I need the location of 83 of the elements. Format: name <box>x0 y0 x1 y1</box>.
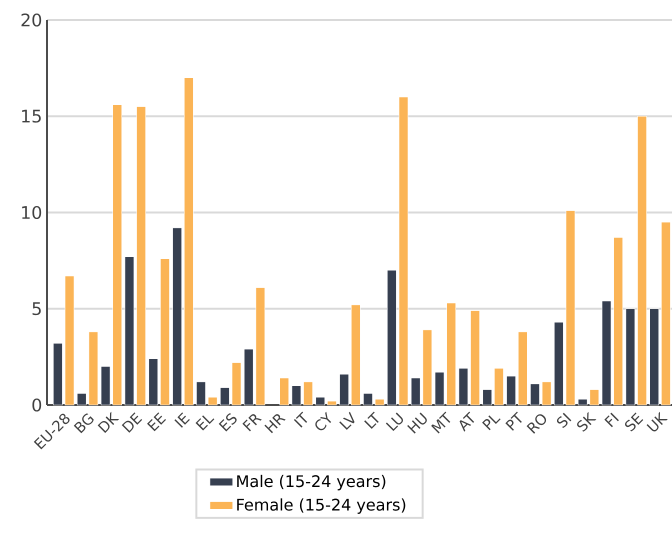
x-tick-label: PL <box>482 415 501 430</box>
bar <box>613 237 623 406</box>
x-tick-label: SK <box>577 412 596 432</box>
y-tick-label: 5 <box>32 302 41 316</box>
bar <box>637 116 647 406</box>
x-tick-label: SI <box>556 412 572 428</box>
x-tick-label: LV <box>339 412 355 430</box>
bar <box>554 322 564 406</box>
bar <box>506 376 516 406</box>
bar <box>626 308 636 406</box>
y-tick-label: 0 <box>32 398 42 412</box>
bar <box>208 397 218 406</box>
bar <box>316 397 326 406</box>
x-tick-label: EE <box>147 412 166 432</box>
bar <box>64 276 74 406</box>
bar <box>292 385 302 406</box>
bar <box>566 210 576 406</box>
bar <box>542 382 552 406</box>
x-tick-label: CY <box>315 412 332 430</box>
bar <box>410 378 420 406</box>
x-tick-label: PT <box>505 412 522 431</box>
bar <box>351 304 361 406</box>
bar <box>482 389 492 406</box>
bar <box>53 343 63 406</box>
bar <box>398 96 408 406</box>
bar <box>160 258 170 406</box>
bar <box>494 368 504 406</box>
x-tick-label: HU <box>407 412 427 434</box>
x-tick-label: FI <box>604 412 619 428</box>
x-tick-label: SE <box>625 412 644 432</box>
x-tick-label: UK <box>646 412 668 432</box>
x-tick-label: FR <box>242 414 262 432</box>
bar <box>100 366 110 406</box>
legend-label: Female (15-24 years) <box>237 498 406 514</box>
bar <box>303 382 313 406</box>
bar <box>232 362 242 406</box>
x-tick-label: MT <box>431 412 450 434</box>
y-tick-label: 15 <box>22 110 41 123</box>
x-tick-label: AT <box>460 412 474 432</box>
bar <box>184 77 194 406</box>
x-tick-label: DK <box>98 412 120 433</box>
bar <box>458 368 468 406</box>
bar <box>661 222 671 406</box>
bar <box>649 308 660 406</box>
bar <box>279 378 289 406</box>
bar <box>76 393 86 406</box>
bar <box>363 393 373 406</box>
bar <box>112 104 122 406</box>
x-tick-label: LU <box>386 412 403 432</box>
x-tick-label: LT <box>364 412 379 429</box>
bar <box>518 332 528 406</box>
bar <box>172 228 182 406</box>
x-tick-label: DE <box>122 412 142 433</box>
x-tick-label: EL <box>196 415 214 431</box>
bar <box>530 384 540 406</box>
bar <box>422 330 432 406</box>
x-tick-label: HR <box>264 414 286 434</box>
bar <box>470 310 480 406</box>
bar <box>602 300 612 406</box>
bar <box>339 374 349 406</box>
bar <box>434 372 444 406</box>
bar <box>327 400 337 406</box>
bar <box>196 382 206 406</box>
x-tick-label: IT <box>294 412 308 428</box>
bar <box>148 358 158 406</box>
bar <box>244 348 254 406</box>
x-tick-label: RO <box>526 414 546 434</box>
y-tick-label: 20 <box>22 13 42 27</box>
bar <box>374 398 384 406</box>
y-tick-label: 10 <box>22 206 42 220</box>
bar <box>446 302 456 406</box>
bar <box>88 332 98 406</box>
bar <box>590 389 600 406</box>
legend-label: Male (15-24 years) <box>237 474 386 490</box>
bar <box>220 387 230 406</box>
bar <box>256 287 266 406</box>
bar <box>136 106 146 406</box>
x-tick-label: BG <box>74 413 94 434</box>
bar <box>124 256 134 406</box>
x-tick-label: ES <box>218 413 237 432</box>
bar <box>578 398 588 406</box>
bar <box>387 270 397 406</box>
x-tick-label: IE <box>174 412 190 428</box>
